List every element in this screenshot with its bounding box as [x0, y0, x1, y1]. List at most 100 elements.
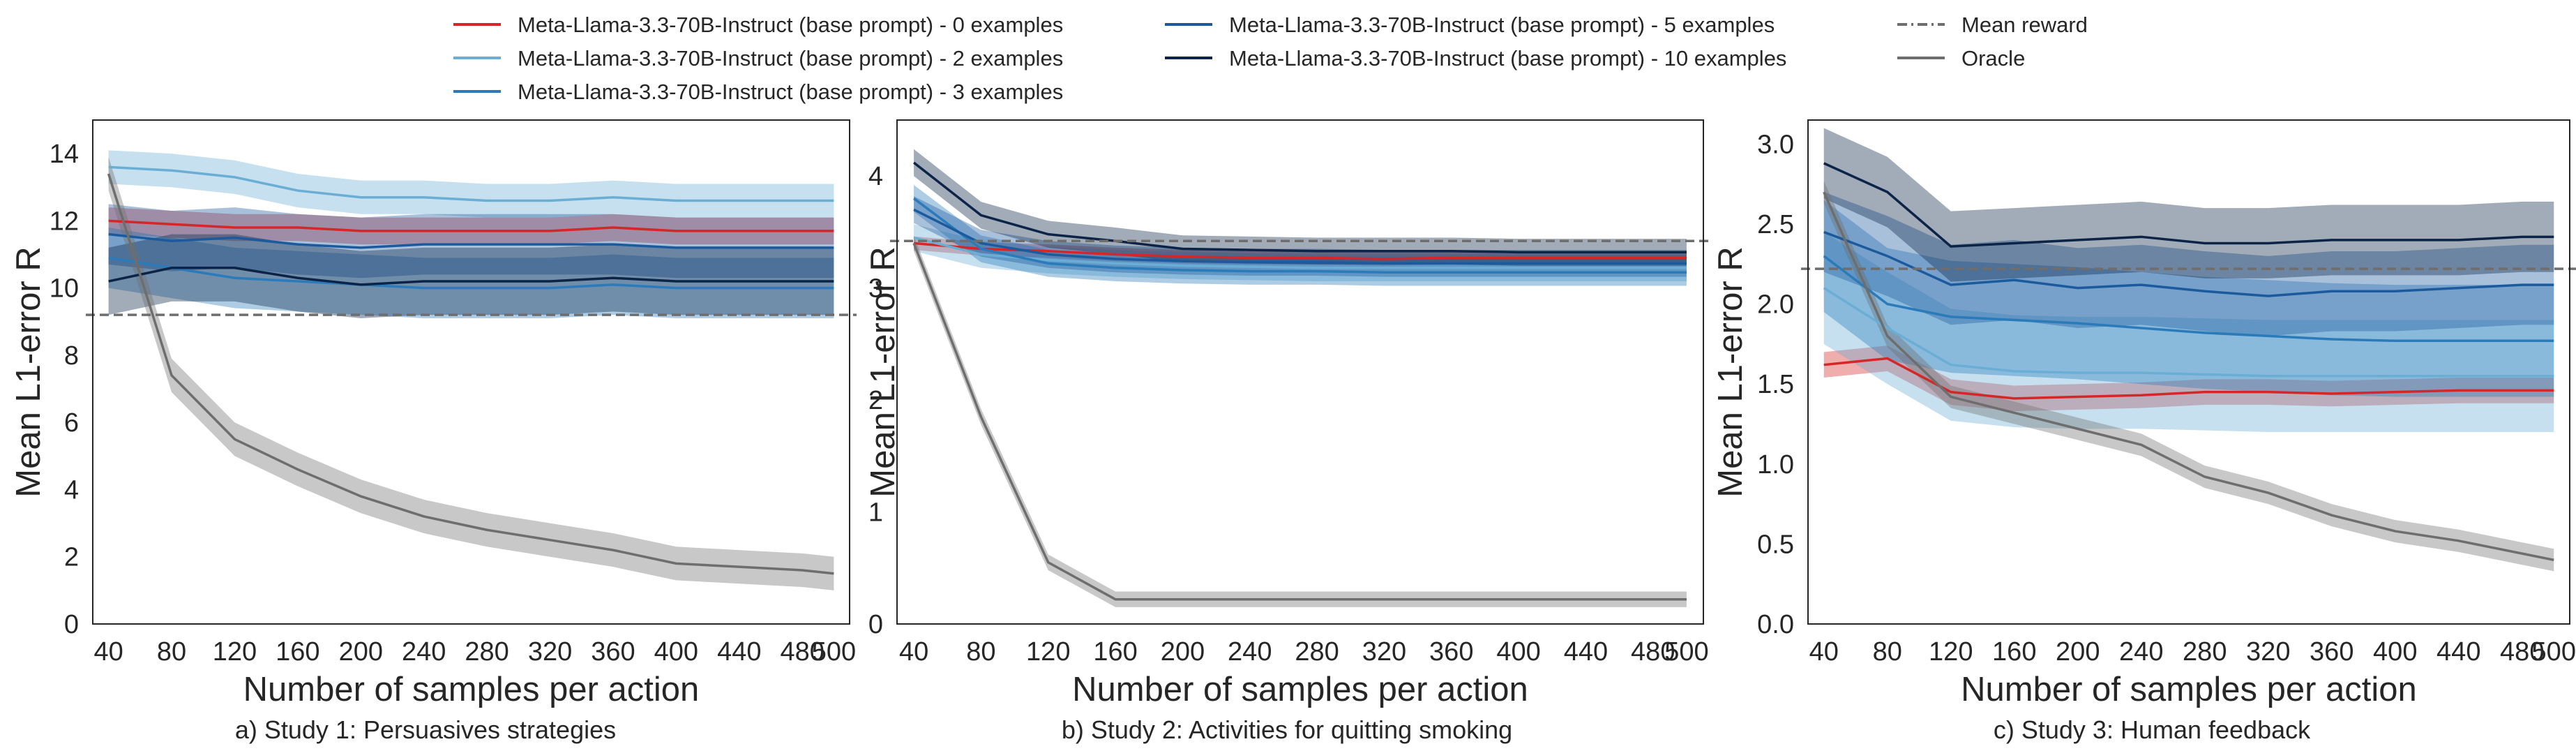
x-tick-label: 40	[93, 637, 123, 667]
y-tick-label: 2.5	[1757, 210, 1794, 239]
series-line-5-examples	[913, 208, 1687, 265]
y-tick-label: 0	[64, 610, 79, 639]
x-tick-label: 280	[1295, 637, 1339, 667]
y-tick-label: 10	[50, 274, 79, 304]
plot-area	[897, 120, 1703, 624]
legend-label: Meta-Llama-3.3-70B-Instruct (base prompt…	[518, 13, 1063, 37]
x-tick-label: 440	[2436, 637, 2480, 667]
x-tick-label: 240	[402, 637, 446, 667]
x-axis-label: Number of samples per action	[1072, 671, 1528, 708]
x-tick-label: 480	[780, 637, 824, 667]
series-line-0-examples	[1823, 357, 2554, 400]
y-tick-label: 0	[868, 610, 883, 639]
y-tick-label: 8	[64, 341, 79, 371]
x-tick-label: 360	[591, 637, 635, 667]
y-tick-label: 2.0	[1757, 290, 1794, 320]
confidence-band-3-examples	[1823, 200, 2554, 397]
series-line-10-examples	[913, 161, 1687, 254]
y-axis-label: Mean L1-error R	[1712, 246, 1749, 497]
x-tick-label: 280	[2183, 637, 2227, 667]
x-tick-label: 200	[1161, 637, 1205, 667]
y-tick-label: 12	[50, 207, 79, 236]
legend-label: Meta-Llama-3.3-70B-Instruct (base prompt…	[518, 80, 1063, 104]
series-line-oracle	[912, 242, 1687, 601]
series-line-0-examples	[108, 219, 834, 232]
confidence-band-5-examples	[108, 204, 834, 278]
series-line-2-examples	[108, 165, 834, 202]
x-tick-label: 120	[1929, 637, 1973, 667]
axes-frame	[896, 119, 1704, 625]
series-line-oracle	[107, 173, 834, 575]
series-line-10-examples	[1823, 162, 2554, 248]
x-tick-label: 160	[1992, 637, 2036, 667]
y-tick-label: 2	[868, 386, 883, 415]
confidence-band-5-examples	[1823, 192, 2554, 336]
x-tick-label: 440	[717, 637, 761, 667]
series-line-3-examples	[913, 197, 1687, 274]
series-line-3-examples	[108, 256, 834, 290]
series-line-5-examples	[1823, 230, 2554, 297]
confidence-band-0-examples	[108, 207, 834, 245]
y-tick-label: 4	[64, 475, 79, 505]
y-tick-label: 4	[868, 162, 883, 191]
x-tick-label: 240	[1228, 637, 1272, 667]
x-tick-label: 120	[1026, 637, 1070, 667]
x-tick-label: 120	[213, 637, 257, 667]
x-tick-label: 500	[2532, 637, 2576, 667]
confidence-band-3-examples	[914, 185, 1687, 286]
plot-area	[93, 120, 850, 624]
x-tick-label: 480	[1631, 637, 1675, 667]
x-tick-label: 200	[2056, 637, 2100, 667]
x-tick-label: 360	[2310, 637, 2353, 667]
series-line-10-examples	[108, 267, 834, 286]
x-tick-label: 400	[2373, 637, 2417, 667]
x-tick-label: 400	[1496, 637, 1540, 667]
x-axis-label: Number of samples per action	[243, 671, 700, 708]
chart-panel-3: 0.0 0.5 1.0 1.5 2.0 2.5 3.0 40 80 120 160 200 240 280…	[1712, 119, 2576, 744]
confidence-band-10-examples	[914, 149, 1687, 266]
legend-label: Meta-Llama-3.3-70B-Instruct (base prompt…	[1229, 46, 1786, 70]
confidence-band-2-examples	[108, 150, 834, 218]
chart-panel-1: 0 2 4 6 8 10 12 14 40 80 120 160 200 240 280 320 360 400 4…	[10, 119, 857, 744]
y-tick-label: 0.5	[1757, 530, 1794, 559]
x-tick-label: 280	[465, 637, 509, 667]
x-tick-label: 200	[339, 637, 383, 667]
x-tick-label: 320	[2246, 637, 2290, 667]
confidence-band-3-examples	[108, 228, 834, 318]
x-tick-label: 320	[528, 637, 572, 667]
x-tick-label: 80	[157, 637, 186, 667]
y-tick-label: 1.5	[1757, 370, 1794, 399]
confidence-band-0-examples	[1823, 345, 2554, 412]
x-tick-label: 480	[2500, 637, 2544, 667]
x-tick-label: 500	[812, 637, 856, 667]
y-tick-label: 3	[868, 274, 883, 304]
x-tick-label: 160	[1093, 637, 1137, 667]
x-tick-label: 240	[2119, 637, 2163, 667]
y-axis-label: Mean L1-error R	[10, 246, 47, 497]
y-tick-label: 2	[64, 543, 79, 572]
legend: Meta-Llama-3.3-70B-Instruct (base prompt…	[453, 13, 2088, 104]
series-line-3-examples	[1823, 255, 2554, 343]
panel-caption: a) Study 1: Persuasives strategies	[235, 715, 616, 744]
y-tick-label: 0.0	[1757, 610, 1794, 639]
x-tick-label: 40	[1809, 637, 1839, 667]
x-tick-label: 80	[1873, 637, 1902, 667]
x-tick-label: 40	[899, 637, 928, 667]
series-line-oracle	[1823, 191, 2554, 562]
x-tick-label: 320	[1362, 637, 1406, 667]
axes-frame	[92, 119, 850, 625]
panel-caption: b) Study 2: Activities for quitting smok…	[1062, 715, 1512, 744]
series-line-2-examples	[913, 236, 1687, 269]
series-line-0-examples	[913, 241, 1687, 260]
legend-label: Mean reward	[1961, 13, 2088, 37]
x-tick-label: 440	[1564, 637, 1608, 667]
legend-label: Oracle	[1961, 46, 2025, 70]
plot-content	[912, 149, 1687, 607]
plot-content	[1823, 128, 2554, 572]
x-axis-label: Number of samples per action	[1961, 671, 2417, 708]
confidence-band-oracle	[108, 156, 834, 590]
panel-caption: c) Study 3: Human feedback	[1994, 715, 2311, 744]
